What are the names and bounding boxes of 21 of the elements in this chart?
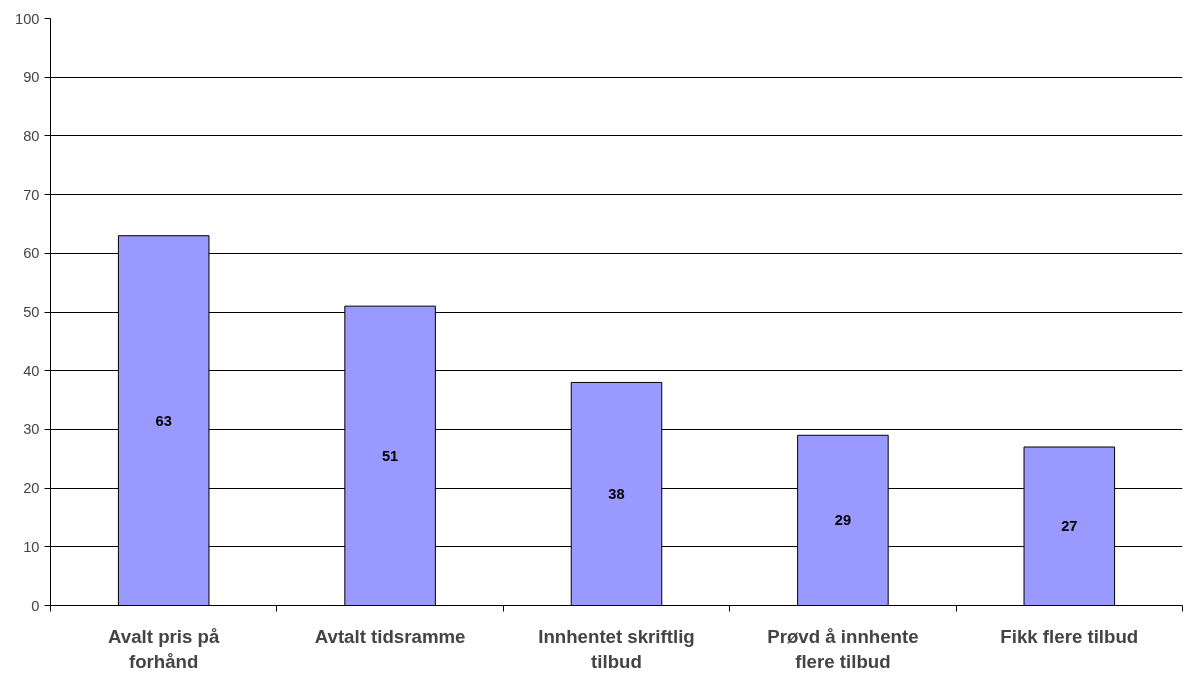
data-label: 29: [834, 512, 852, 529]
data-label: 38: [608, 485, 625, 502]
y-tick-label: 10: [23, 538, 40, 555]
x-tick-label: Prøvd å innhente flere tilbud: [767, 625, 919, 672]
y-tick-label: 0: [31, 597, 40, 614]
y-tick-label: 40: [23, 362, 40, 379]
y-tick-label: 50: [23, 304, 40, 320]
y-tick-label: 20: [23, 480, 40, 497]
x-tick-label: Innhentet skriftlig tilbud: [538, 625, 695, 672]
x-tick-label: Avtalt tidsramme: [314, 625, 466, 647]
y-tick-label: 60: [23, 245, 40, 262]
y-tick-label: 100: [15, 10, 40, 27]
y-tick-label: 30: [23, 421, 40, 438]
data-label: 63: [155, 412, 172, 429]
y-tick-label: 80: [23, 127, 40, 144]
data-label: 51: [381, 447, 399, 464]
x-tick-label: Fikk flere tilbud: [1000, 625, 1139, 647]
data-label: 27: [1061, 518, 1078, 535]
x-tick-label: Avalt pris på forhånd: [108, 625, 220, 672]
y-tick-label: 90: [23, 69, 40, 86]
y-tick-label: 70: [23, 186, 40, 203]
